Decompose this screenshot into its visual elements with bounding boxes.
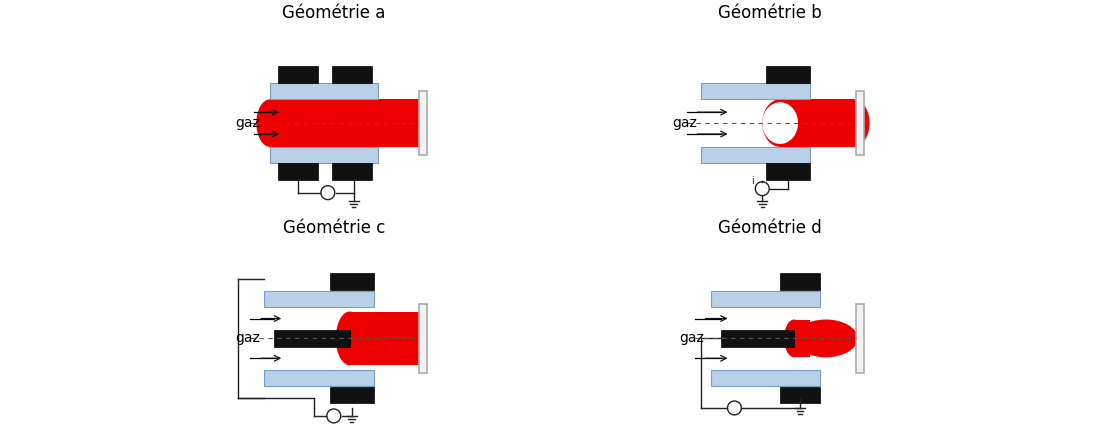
Bar (332, 66, 372, 83)
Ellipse shape (794, 320, 858, 357)
Bar (701, 83, 810, 99)
Text: gaz: gaz (235, 331, 261, 346)
Bar (264, 291, 373, 307)
Ellipse shape (838, 99, 870, 147)
Bar (856, 91, 863, 155)
Bar (856, 304, 863, 373)
Bar (711, 291, 820, 307)
Bar (350, 311, 420, 365)
Bar (721, 330, 794, 347)
Bar (278, 163, 318, 180)
Bar (274, 330, 350, 347)
Bar (794, 320, 810, 357)
Title: Géométrie d: Géométrie d (719, 219, 822, 238)
Bar (330, 273, 373, 290)
Title: Géométrie b: Géométrie b (719, 4, 822, 22)
Ellipse shape (784, 320, 804, 357)
Ellipse shape (762, 99, 798, 147)
Bar (766, 163, 810, 180)
Bar (766, 66, 810, 83)
Bar (701, 147, 810, 163)
Bar (671, 102, 781, 144)
Bar (781, 273, 820, 290)
Bar (264, 370, 373, 386)
Bar (270, 147, 378, 163)
Bar (781, 387, 820, 403)
Text: gaz: gaz (672, 116, 697, 130)
Bar (270, 99, 423, 147)
Bar (420, 91, 427, 155)
Bar (270, 83, 378, 99)
Text: gaz: gaz (235, 116, 261, 130)
Bar (420, 304, 427, 373)
Text: i: i (752, 176, 754, 186)
Ellipse shape (336, 311, 363, 365)
Bar (781, 99, 853, 147)
Bar (278, 66, 318, 83)
Title: Géométrie a: Géométrie a (283, 4, 385, 22)
Bar (330, 387, 373, 403)
Ellipse shape (256, 99, 284, 147)
Bar (711, 370, 820, 386)
Ellipse shape (762, 102, 798, 144)
Bar (332, 163, 372, 180)
Text: gaz: gaz (679, 331, 703, 346)
Title: Géométrie c: Géométrie c (283, 219, 385, 238)
